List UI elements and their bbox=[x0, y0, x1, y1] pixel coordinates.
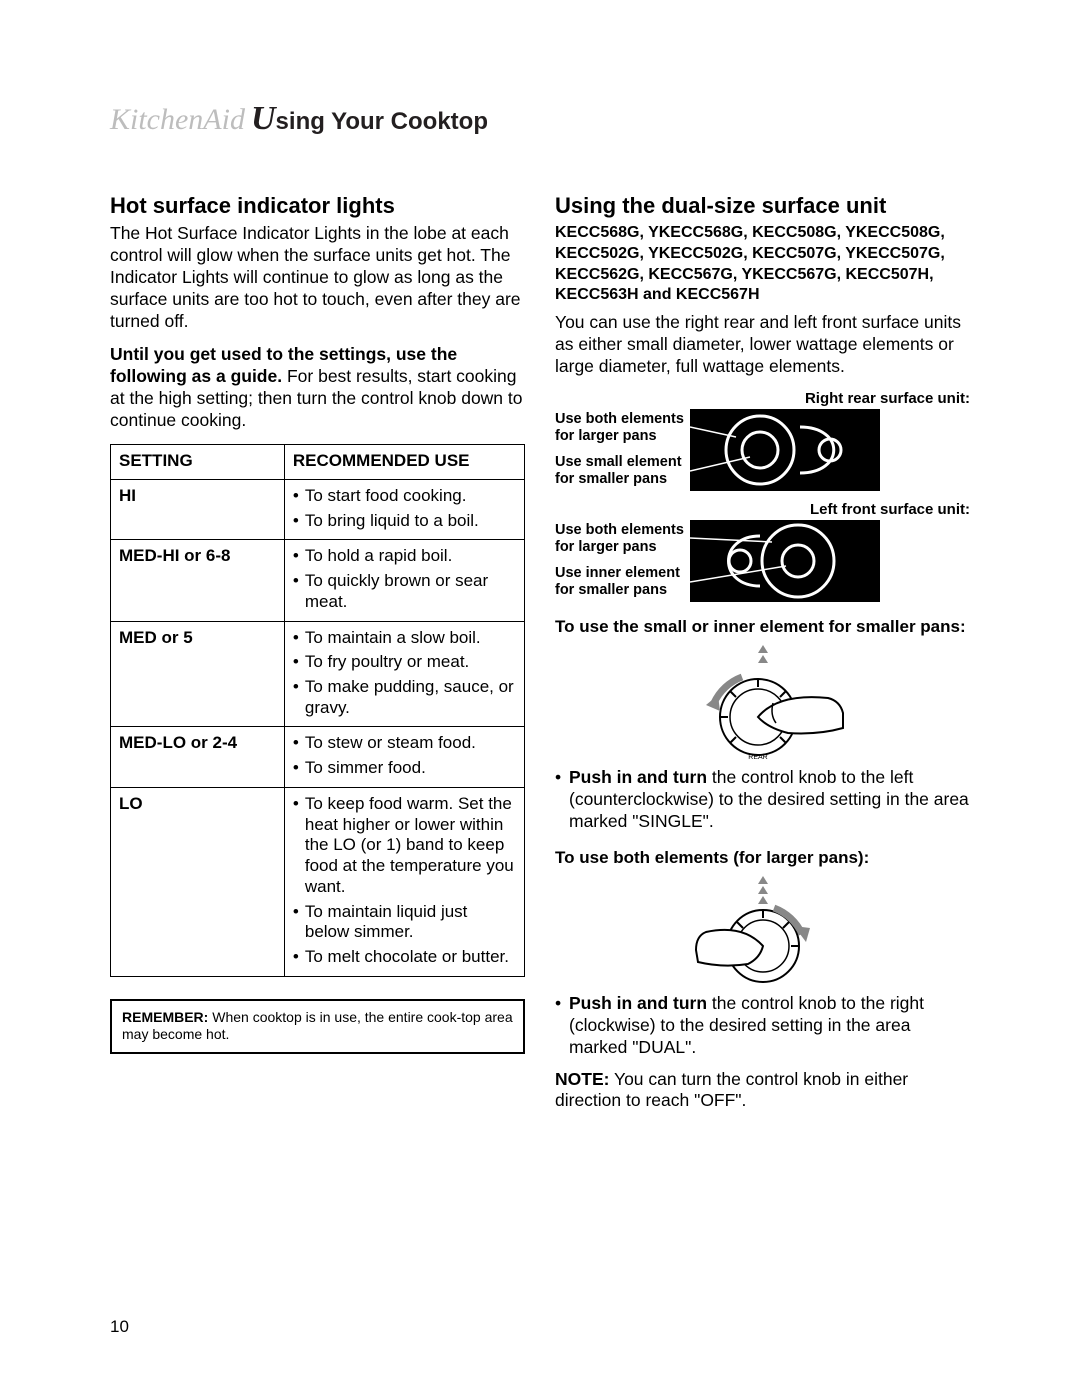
instruction-dual: Push in and turn the control knob to the… bbox=[555, 993, 970, 1059]
rr-label-both: Use both elements for larger pans bbox=[555, 411, 684, 446]
rr-label-small: Use small element for smaller pans bbox=[555, 454, 684, 489]
right-paragraph-1: You can use the right rear and left fron… bbox=[555, 312, 970, 378]
use-item: To melt chocolate or butter. bbox=[293, 947, 516, 968]
page: KitchenAid U sing Your Cooktop Hot surfa… bbox=[0, 0, 1080, 1172]
note-bold: NOTE: bbox=[555, 1069, 609, 1089]
use-item: To start food cooking. bbox=[293, 486, 516, 507]
use-cell: To start food cooking. To bring liquid t… bbox=[284, 479, 524, 539]
use-cell: To keep food warm. Set the heat higher o… bbox=[284, 787, 524, 976]
table-row: MED-HI or 6-8 To hold a rapid boil. To q… bbox=[111, 540, 525, 621]
col-header-setting: SETTING bbox=[111, 444, 285, 479]
use-item: To quickly brown or sear meat. bbox=[293, 571, 516, 612]
note: NOTE: You can turn the control knob in e… bbox=[555, 1069, 970, 1113]
left-front-labels: Use both elements for larger pans Use in… bbox=[555, 520, 690, 602]
setting-cell: HI bbox=[111, 479, 285, 539]
left-heading: Hot surface indicator lights bbox=[110, 193, 525, 219]
left-paragraph-2: Until you get used to the settings, use … bbox=[110, 344, 525, 432]
setting-cell: MED or 5 bbox=[111, 621, 285, 727]
left-front-title: Left front surface unit: bbox=[555, 501, 970, 518]
use-cell: To maintain a slow boil. To fry poultry … bbox=[284, 621, 524, 727]
table-row: LO To keep food warm. Set the heat highe… bbox=[111, 787, 525, 976]
use-item: To make pudding, sauce, or gravy. bbox=[293, 677, 516, 718]
right-rear-unit-block: Right rear surface unit: Use both elemen… bbox=[555, 390, 970, 491]
use-item: To maintain liquid just below simmer. bbox=[293, 902, 516, 943]
knob-ccw-icon: REAR bbox=[678, 643, 848, 763]
use-cell: To hold a rapid boil. To quickly brown o… bbox=[284, 540, 524, 621]
remember-box: REMEMBER: When cooktop is in use, the en… bbox=[110, 999, 525, 1054]
lf-label-inner: Use inner element for smaller pans bbox=[555, 565, 684, 600]
use-item: To keep food warm. Set the heat higher o… bbox=[293, 794, 516, 898]
table-row: MED-LO or 2-4 To stew or steam food. To … bbox=[111, 727, 525, 787]
left-column: Hot surface indicator lights The Hot Sur… bbox=[110, 193, 525, 1112]
col-header-use: RECOMMENDED USE bbox=[284, 444, 524, 479]
page-number: 10 bbox=[110, 1317, 129, 1337]
model-list: KECC568G, YKECC568G, KECC508G, YKECC508G… bbox=[555, 223, 970, 306]
instruction-single: Push in and turn the control knob to the… bbox=[555, 767, 970, 833]
header-title: sing Your Cooktop bbox=[276, 108, 488, 136]
left-front-diagram-icon bbox=[690, 520, 880, 602]
table-row: HI To start food cooking. To bring liqui… bbox=[111, 479, 525, 539]
use-item: To bring liquid to a boil. bbox=[293, 511, 516, 532]
setting-cell: MED-LO or 2-4 bbox=[111, 727, 285, 787]
page-header: KitchenAid U sing Your Cooktop bbox=[110, 100, 970, 138]
right-rear-diagram-icon bbox=[690, 409, 880, 491]
instr1-bold: Push in and turn bbox=[569, 767, 707, 787]
use-item: To hold a rapid boil. bbox=[293, 546, 516, 567]
instr2-bold: Push in and turn bbox=[569, 993, 707, 1013]
left-paragraph-1: The Hot Surface Indicator Lights in the … bbox=[110, 223, 525, 332]
table-header-row: SETTING RECOMMENDED USE bbox=[111, 444, 525, 479]
header-capital: U bbox=[251, 100, 276, 138]
settings-table: SETTING RECOMMENDED USE HI To start food… bbox=[110, 444, 525, 977]
use-item: To simmer food. bbox=[293, 758, 516, 779]
knob-cw-icon bbox=[688, 874, 838, 989]
use-item: To maintain a slow boil. bbox=[293, 628, 516, 649]
right-heading: Using the dual-size surface unit bbox=[555, 193, 970, 219]
sub-head-single: To use the small or inner element for sm… bbox=[555, 616, 970, 637]
use-cell: To stew or steam food. To simmer food. bbox=[284, 727, 524, 787]
left-front-unit-block: Left front surface unit: Use both elemen… bbox=[555, 501, 970, 602]
svg-text:REAR: REAR bbox=[748, 754, 767, 761]
sub-head-dual: To use both elements (for larger pans): bbox=[555, 847, 970, 868]
setting-cell: MED-HI or 6-8 bbox=[111, 540, 285, 621]
table-row: MED or 5 To maintain a slow boil. To fry… bbox=[111, 621, 525, 727]
use-item: To stew or steam food. bbox=[293, 733, 516, 754]
right-rear-labels: Use both elements for larger pans Use sm… bbox=[555, 409, 690, 491]
right-rear-title: Right rear surface unit: bbox=[555, 390, 970, 407]
remember-label: REMEMBER: bbox=[122, 1009, 208, 1025]
lf-label-both: Use both elements for larger pans bbox=[555, 522, 684, 557]
use-item: To fry poultry or meat. bbox=[293, 652, 516, 673]
brand-logo: KitchenAid bbox=[110, 103, 245, 137]
setting-cell: LO bbox=[111, 787, 285, 976]
content-columns: Hot surface indicator lights The Hot Sur… bbox=[110, 193, 970, 1112]
right-column: Using the dual-size surface unit KECC568… bbox=[555, 193, 970, 1112]
